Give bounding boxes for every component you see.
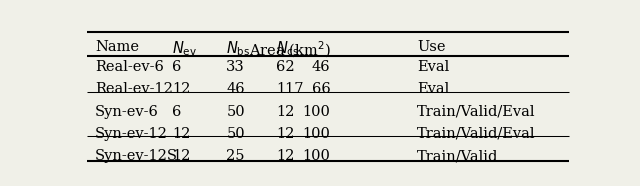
Text: Train/Valid: Train/Valid	[417, 149, 499, 163]
Text: 100: 100	[303, 127, 330, 141]
Text: Real-ev-12: Real-ev-12	[95, 82, 173, 97]
Text: Name: Name	[95, 39, 139, 54]
Text: Real-ev-6: Real-ev-6	[95, 60, 164, 74]
Text: 25: 25	[227, 149, 245, 163]
Text: Eval: Eval	[417, 60, 449, 74]
Text: 12: 12	[276, 127, 294, 141]
Text: 100: 100	[303, 105, 330, 119]
Text: 12: 12	[172, 82, 190, 97]
Text: $N_{\mathrm{cs}}$: $N_{\mathrm{cs}}$	[276, 39, 300, 58]
Text: Eval: Eval	[417, 82, 449, 97]
Text: 46: 46	[227, 82, 245, 97]
Text: 117: 117	[276, 82, 303, 97]
Text: 62: 62	[276, 60, 294, 74]
Text: 66: 66	[312, 82, 330, 97]
Text: Use: Use	[417, 39, 446, 54]
Text: 12: 12	[276, 149, 294, 163]
Text: $N_{\mathrm{bs}}$: $N_{\mathrm{bs}}$	[227, 39, 251, 58]
Text: 12: 12	[172, 127, 190, 141]
Text: 12: 12	[276, 105, 294, 119]
Text: 50: 50	[227, 127, 245, 141]
Text: 46: 46	[312, 60, 330, 74]
Text: Train/Valid/Eval: Train/Valid/Eval	[417, 105, 536, 119]
Text: $N_{\mathrm{ev}}$: $N_{\mathrm{ev}}$	[172, 39, 196, 58]
Text: 12: 12	[172, 149, 190, 163]
Text: 50: 50	[227, 105, 245, 119]
Text: Syn-ev-12: Syn-ev-12	[95, 127, 168, 141]
Text: Train/Valid/Eval: Train/Valid/Eval	[417, 127, 536, 141]
Text: 100: 100	[303, 149, 330, 163]
Text: Syn-ev-6: Syn-ev-6	[95, 105, 159, 119]
Text: Syn-ev-12S: Syn-ev-12S	[95, 149, 178, 163]
Text: 6: 6	[172, 105, 181, 119]
Text: 33: 33	[227, 60, 245, 74]
Text: 6: 6	[172, 60, 181, 74]
Text: Area (km$^2$): Area (km$^2$)	[248, 39, 330, 60]
